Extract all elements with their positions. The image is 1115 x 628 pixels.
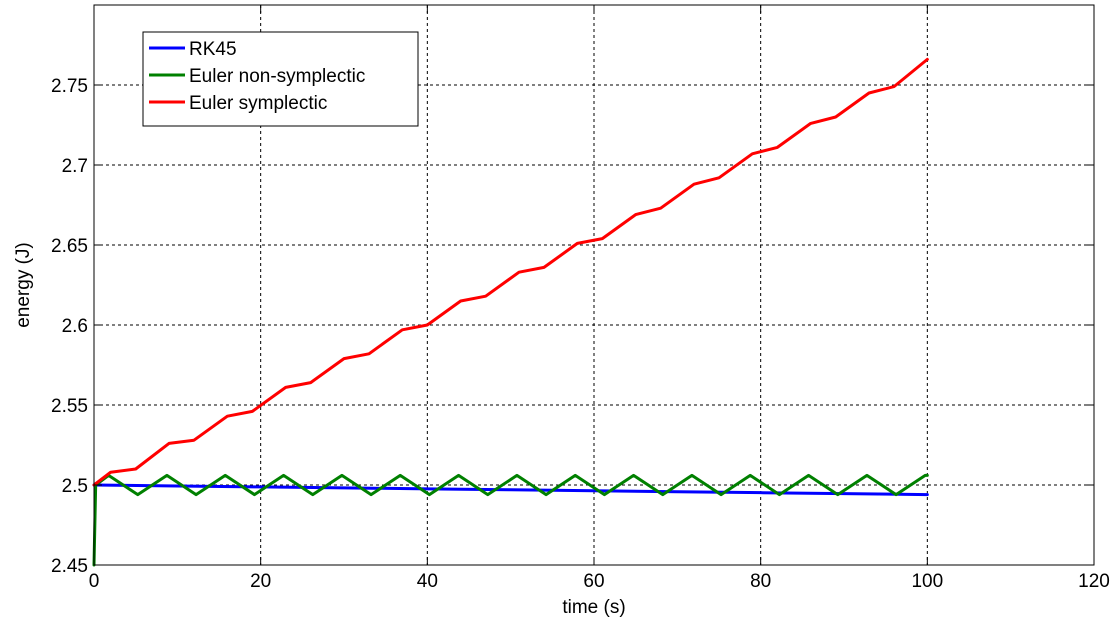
y-tick-label: 2.6 <box>62 316 88 337</box>
series-layer <box>92 57 929 567</box>
y-tick-label: 2.7 <box>62 156 88 177</box>
x-tick-label: 40 <box>417 571 438 592</box>
y-tick-label: 2.5 <box>62 476 88 497</box>
y-tick-label: 2.55 <box>51 396 88 417</box>
y-tick-label: 2.45 <box>51 556 88 577</box>
x-tick-label: 100 <box>911 571 943 592</box>
legend-label-euler-non-symplectic: Euler non-symplectic <box>189 66 365 87</box>
series-line-rk45 <box>92 483 929 497</box>
x-tick-label: 0 <box>89 571 100 592</box>
x-tick-label: 60 <box>583 571 604 592</box>
legend-label-euler-symplectic: Euler symplectic <box>189 93 327 114</box>
y-tick-label: 2.65 <box>51 236 88 257</box>
y-axis-label: energy (J) <box>13 242 34 328</box>
grid <box>94 5 1094 565</box>
x-tick-label: 80 <box>750 571 771 592</box>
legend-label-rk45: RK45 <box>189 39 237 60</box>
x-tick-label: 20 <box>250 571 271 592</box>
legend-box <box>142 31 419 127</box>
series-line-euler-symplectic <box>92 57 929 487</box>
x-tick-label: 120 <box>1078 571 1110 592</box>
legend: RK45 Euler non-symplectic Euler symplectic <box>142 31 419 127</box>
ticks: 0 20 40 60 80 100 120 2.45 2.5 2.55 2.6 2.65 2.7 2.75 <box>51 5 1110 592</box>
y-tick-label: 2.75 <box>51 76 88 97</box>
series-line-euler-non-symplectic <box>92 473 929 567</box>
x-axis-label: time (s) <box>562 597 625 618</box>
